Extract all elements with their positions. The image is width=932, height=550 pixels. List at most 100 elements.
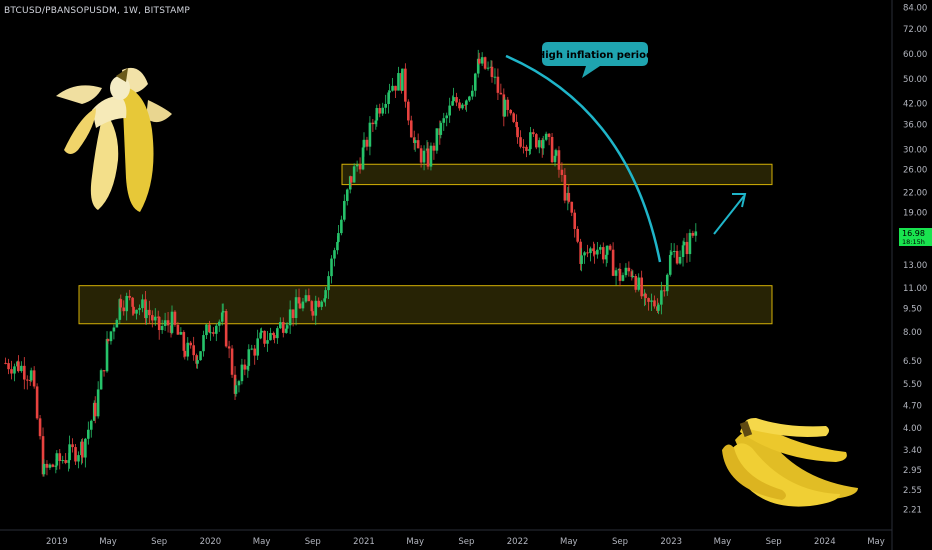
candle-body [323,298,326,302]
candle-body [51,464,55,467]
candle-body [669,251,673,256]
candle-body [650,300,653,302]
candle-body [102,370,106,372]
y-tick-label: 36.00 [903,121,927,131]
candle-body [276,328,279,339]
x-tick-label: 2019 [46,537,68,547]
candle-body [614,270,618,276]
candle-body [468,96,471,101]
candle-body [186,342,190,357]
candle-body [272,332,275,336]
candle-body [54,465,58,467]
y-tick-label: 13.00 [903,261,927,271]
candle-body [525,146,528,151]
candles-layer [4,49,698,477]
candle-body [413,140,417,143]
candle-body [560,169,564,175]
candle-body [685,241,689,255]
y-tick-label: 60.00 [903,50,927,60]
candle-body [199,351,202,361]
y-tick-label: 11.00 [903,284,927,294]
candle-body [599,247,602,250]
candle-body [4,362,7,364]
x-tick-label: 2024 [814,537,836,547]
candle-body [473,73,477,91]
candle-body [464,104,467,106]
candle-body [279,322,282,329]
y-tick-label: 9.50 [903,304,922,314]
uptrend-arrow [713,195,745,235]
candle-body [202,335,205,352]
candle-body [240,364,244,382]
candle-body [348,176,352,190]
candle-body [61,460,65,462]
candle-body [93,402,97,417]
x-tick-label: May [406,537,424,547]
candle-body [297,297,301,304]
peeled-banana-icon [56,67,172,212]
candle-body [281,322,285,333]
candle-body [682,241,686,246]
candle-body [496,76,500,93]
candle-body [439,122,443,135]
candle-body [195,355,198,364]
candle-body [388,90,391,93]
candle-body [273,335,276,339]
candle-body [407,101,410,121]
candle-body [246,365,250,370]
candle-body [416,140,420,149]
candle-body [141,299,144,309]
y-tick-label: 2.21 [903,506,922,516]
candle-body [465,100,468,105]
candle-body [611,249,615,276]
x-tick-label: May [560,537,578,547]
candle-body [179,332,183,335]
candle-body [401,68,404,91]
x-tick-label: May [253,537,271,547]
candle-body [512,113,515,122]
candle-body [23,365,26,380]
candle-body [7,363,10,370]
candle-body [381,107,385,114]
candle-body [291,309,295,318]
candle-body [476,58,480,74]
candle-body [672,250,676,252]
candle-body [375,108,379,121]
candle-body [224,311,228,347]
annotation-callout[interactable]: High inflation period [537,42,653,78]
candle-body [25,379,29,381]
candle-body [138,308,141,310]
candle-body [196,360,199,364]
candle-body [304,295,308,302]
candle-body [81,441,84,458]
candle-body [678,256,682,264]
candle-body [217,321,221,326]
candle-body [621,275,625,281]
candle-body [55,453,59,466]
candle-body [541,139,545,149]
candle-body [618,268,622,281]
candle-body [593,251,596,255]
candle-body [509,109,513,114]
decline-arc-arrow [505,54,662,263]
candle-body [317,300,321,307]
candle-body [694,231,698,236]
candle-body [368,122,372,147]
candle-body [554,150,558,156]
candle-body [544,133,548,140]
candle-body [215,325,218,334]
candle-body [563,174,567,201]
candle-body [32,370,36,387]
candle-body [631,276,635,278]
candle-body [688,232,692,255]
candle-body [547,133,551,137]
candle-body [384,104,387,108]
candle-body [269,332,272,341]
zones-layer [78,163,773,325]
last-price-box: 16.98 18:15h [899,228,932,246]
candle-body [74,447,77,462]
candle-body [298,303,302,309]
candle-body [151,315,154,321]
support-zone [78,285,773,325]
